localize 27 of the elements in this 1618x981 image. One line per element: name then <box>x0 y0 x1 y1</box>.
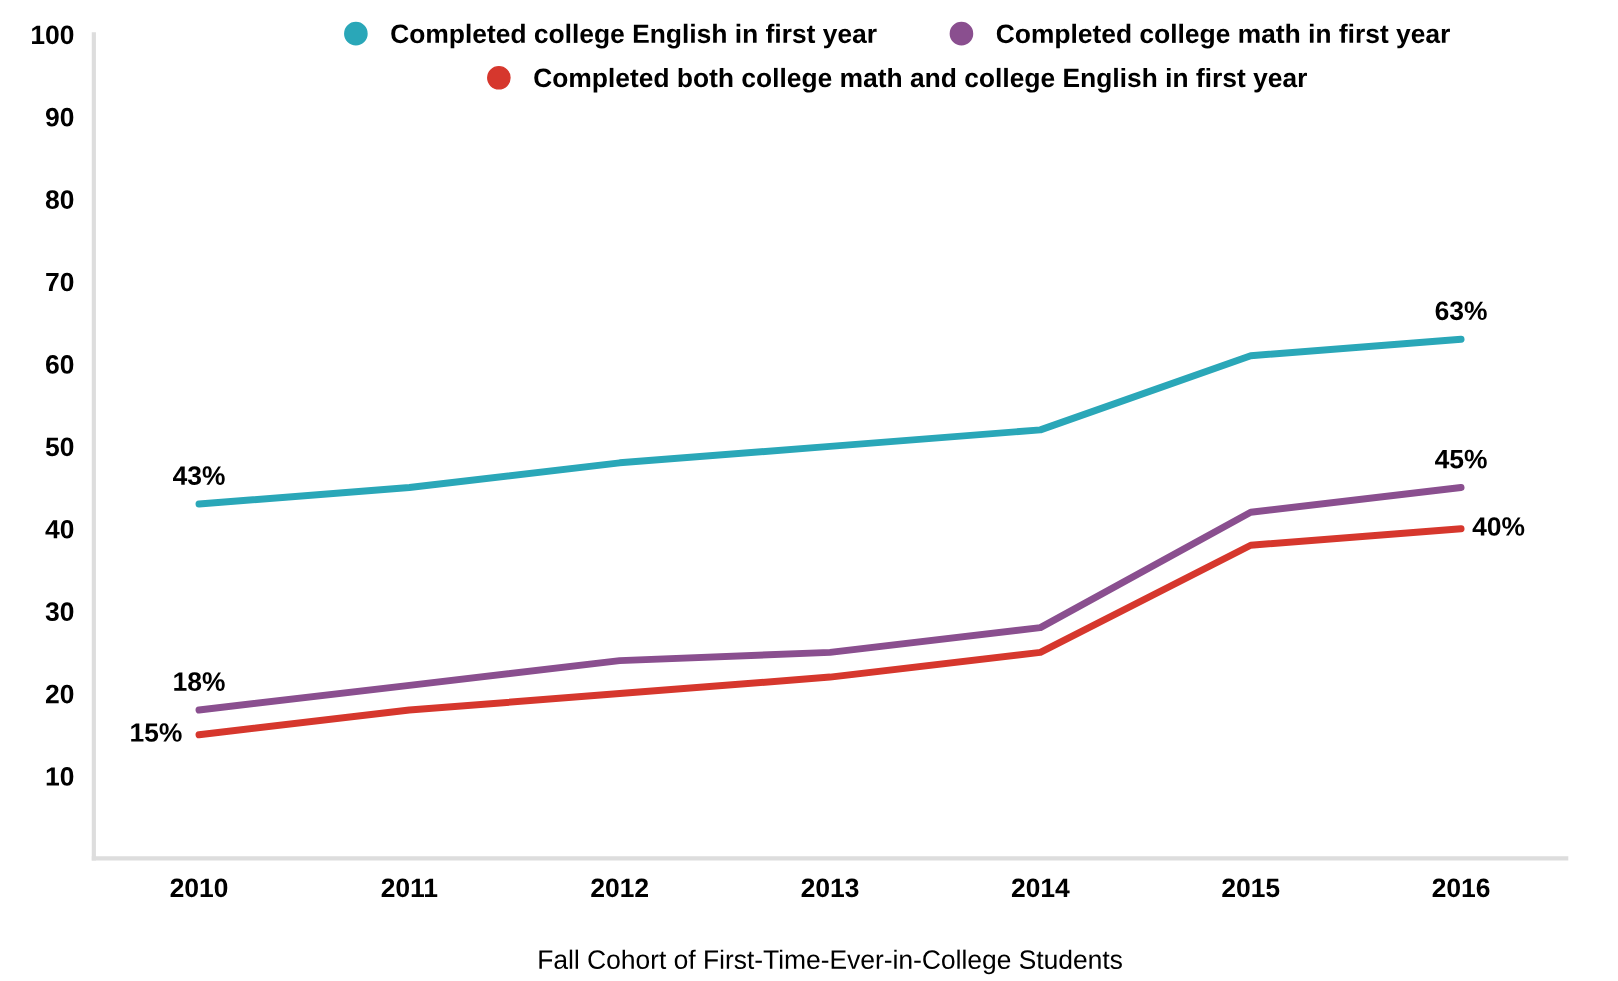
x-axis-title: Fall Cohort of First-Time-Ever-in-College Students <box>539 949 1122 975</box>
data-label: 45% <box>1435 449 1487 469</box>
y-tick-label: 60 <box>46 355 74 374</box>
legend-label: Completed college math in first year <box>996 23 1450 49</box>
y-tick-label: 10 <box>46 767 74 786</box>
y-tick-label: 70 <box>46 272 74 292</box>
data-label: 18% <box>174 672 225 691</box>
x-tick-label: 2010 <box>170 878 228 898</box>
y-tick-label: 80 <box>45 190 74 209</box>
legend-label: Completed both college math and college English in first year <box>534 67 1307 93</box>
x-tick-label: 2011 <box>381 878 438 898</box>
x-tick-label: 2014 <box>1011 878 1070 898</box>
y-tick-label: 100 <box>32 25 74 45</box>
y-tick-label: 30 <box>45 602 74 622</box>
y-tick-label: 50 <box>45 437 74 457</box>
x-tick-label: 2013 <box>801 878 859 898</box>
data-label: 43% <box>173 466 225 485</box>
x-tick-label: 2015 <box>1222 878 1280 898</box>
data-label: 15% <box>131 723 182 742</box>
legend-label: Completed college English in first year <box>391 23 877 49</box>
data-label: 40% <box>1472 517 1525 536</box>
y-tick-label: 90 <box>45 107 74 127</box>
x-tick-label: 2012 <box>591 878 648 898</box>
x-tick-label: 2016 <box>1432 878 1490 898</box>
data-label: 63% <box>1435 301 1487 321</box>
y-tick-label: 20 <box>45 684 74 704</box>
y-tick-label: 40 <box>45 519 74 539</box>
